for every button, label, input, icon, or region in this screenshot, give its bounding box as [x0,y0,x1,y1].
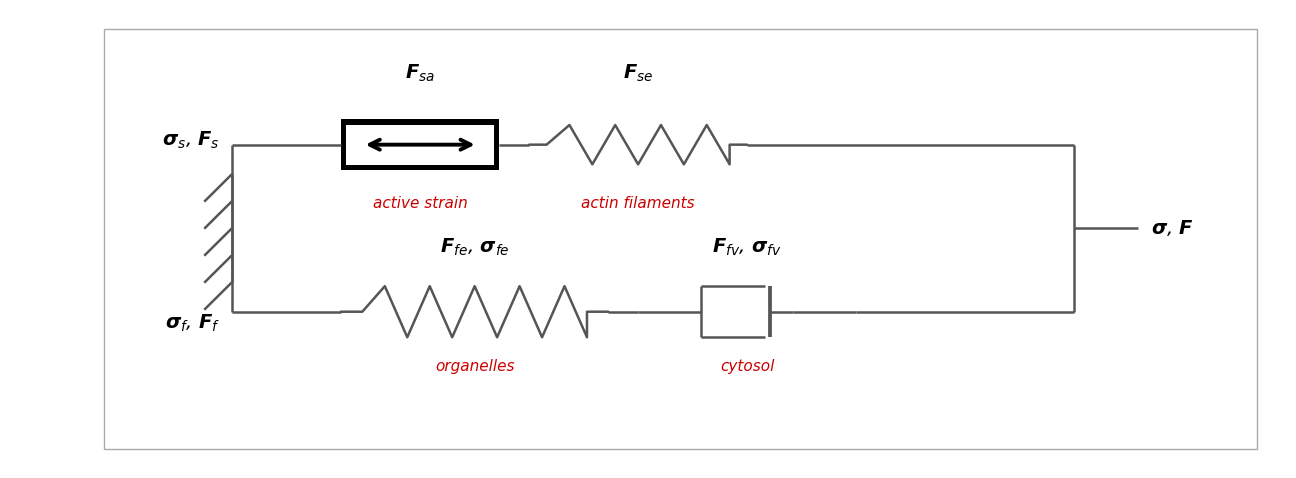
Bar [341,119,499,170]
Text: actin filaments: actin filaments [582,196,695,211]
Text: $\boldsymbol{F}_{sa}$: $\boldsymbol{F}_{sa}$ [406,63,435,84]
Text: organelles: organelles [435,359,515,374]
Text: active strain: active strain [373,196,468,211]
Text: $\boldsymbol{F}_{fe}$, $\boldsymbol{\sigma}_{fe}$: $\boldsymbol{F}_{fe}$, $\boldsymbol{\sig… [439,236,509,258]
Bar [346,125,494,165]
Text: $\boldsymbol{\sigma}$, $\boldsymbol{F}$: $\boldsymbol{\sigma}$, $\boldsymbol{F}$ [1151,218,1194,238]
Text: $\boldsymbol{F}_{se}$: $\boldsymbol{F}_{se}$ [623,63,653,84]
Text: $\boldsymbol{F}_{fv}$, $\boldsymbol{\sigma}_{fv}$: $\boldsymbol{F}_{fv}$, $\boldsymbol{\sig… [713,236,781,258]
Text: $\boldsymbol{\sigma}_s$, $\boldsymbol{F}_s$: $\boldsymbol{\sigma}_s$, $\boldsymbol{F}… [162,130,220,152]
Text: cytosol: cytosol [719,359,774,374]
Text: $\boldsymbol{\sigma}_f$, $\boldsymbol{F}_f$: $\boldsymbol{\sigma}_f$, $\boldsymbol{F}… [165,313,220,334]
